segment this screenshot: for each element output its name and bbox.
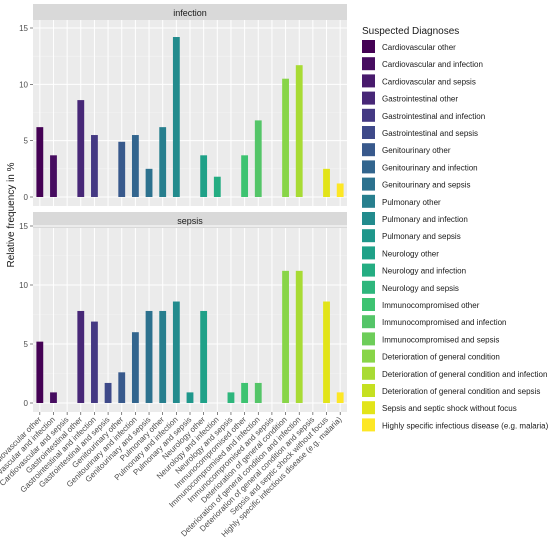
bar-sepsis-9 (145, 310, 153, 403)
bar-sepsis-19 (282, 270, 289, 403)
y-tick-label: 15 (19, 24, 28, 33)
legend-swatch (362, 315, 375, 329)
bar-infection-4 (77, 100, 85, 197)
bar-sepsis-13 (200, 310, 208, 403)
bar-sepsis-6 (104, 382, 112, 403)
bar-infection-16 (241, 155, 249, 197)
legend-swatch (362, 366, 375, 380)
bar-sepsis-16 (241, 382, 249, 403)
legend-swatch (362, 401, 375, 415)
y-tick-label: 10 (19, 80, 28, 89)
legend-label: Highly specific infectious disease (e.g.… (382, 421, 549, 430)
bar-sepsis-4 (77, 310, 85, 403)
legend-swatch (362, 246, 375, 260)
legend-label: Gastrointestinal and infection (382, 112, 485, 121)
bar-infection-9 (145, 168, 153, 197)
y-tick-label: 5 (24, 137, 29, 146)
bar-infection-14 (213, 176, 221, 197)
bar-infection-2 (50, 155, 57, 197)
legend-label: Cardiovascular and infection (382, 60, 483, 69)
bar-infection-7 (118, 141, 126, 197)
legend-label: Pulmonary and sepsis (382, 232, 461, 241)
facet-strip-label: sepsis (177, 216, 203, 226)
bar-sepsis-11 (172, 301, 180, 403)
bar-infection-11 (172, 37, 180, 197)
facet-strip (33, 212, 347, 228)
facet-strip-label: infection (173, 8, 207, 18)
y-tick-label: 0 (24, 193, 29, 202)
bar-sepsis-5 (91, 321, 98, 403)
legend-swatch (362, 177, 375, 191)
bar-sepsis-17 (254, 382, 262, 403)
legend-label: Sepsis and septic shock without focus (382, 404, 517, 413)
legend-label: Deterioration of general condition (382, 353, 500, 362)
facet-strip (33, 4, 347, 20)
bar-infection-19 (282, 78, 289, 197)
legend-swatch (362, 160, 375, 174)
legend-swatch (362, 298, 375, 311)
legend-label: Deterioration of general condition and s… (382, 387, 540, 396)
bar-infection-5 (91, 135, 98, 197)
legend-label: Genitourinary other (382, 146, 451, 155)
legend-title: Suspected Diagnoses (362, 26, 459, 37)
bar-sepsis-23 (336, 392, 344, 403)
legend-swatch (362, 349, 375, 363)
legend-swatch (362, 263, 375, 277)
bar-infection-8 (131, 135, 139, 197)
legend-swatch (362, 74, 375, 88)
bar-infection-10 (159, 127, 167, 197)
legend-swatch (362, 108, 375, 122)
bar-infection-23 (336, 183, 344, 197)
bar-infection-13 (200, 155, 208, 197)
bar-infection-17 (254, 120, 262, 197)
legend-swatch (362, 212, 375, 225)
bar-sepsis-7 (118, 372, 126, 403)
legend-swatch (362, 57, 375, 71)
bar-sepsis-12 (186, 392, 194, 403)
y-tick-label: 10 (19, 281, 28, 290)
legend-swatch (362, 418, 375, 432)
legend-label: Immunocompromised other (382, 301, 480, 310)
legend-swatch (362, 332, 375, 346)
bar-sepsis-22 (323, 301, 330, 403)
legend-label: Neurology and infection (382, 267, 466, 276)
bar-sepsis-8 (131, 332, 139, 403)
bar-infection-22 (323, 168, 330, 197)
bar-sepsis-15 (227, 392, 235, 403)
legend-label: Immunocompromised and sepsis (382, 335, 499, 344)
legend-label: Pulmonary other (382, 198, 441, 207)
legend-label: Gastrointestinal other (382, 95, 458, 104)
legend-swatch (362, 143, 375, 157)
legend-label: Genitourinary and sepsis (382, 181, 471, 190)
legend-label: Cardiovascular and sepsis (382, 77, 476, 86)
y-tick-label: 5 (24, 340, 29, 349)
legend-label: Cardiovascular other (382, 43, 456, 52)
y-tick-label: 15 (19, 222, 28, 231)
legend-swatch (362, 126, 375, 139)
bar-sepsis-10 (159, 310, 167, 403)
legend-label: Pulmonary and infection (382, 215, 468, 224)
legend-swatch (362, 91, 375, 105)
legend-label: Immunocompromised and infection (382, 318, 507, 327)
legend-swatch (362, 384, 375, 397)
legend-label: Gastrointestinal and sepsis (382, 129, 478, 138)
bar-infection-1 (36, 127, 44, 197)
legend-swatch (362, 40, 375, 53)
legend-label: Deterioration of general condition and i… (382, 370, 547, 379)
y-axis-title: Relative frequency in % (6, 162, 17, 267)
bar-infection-20 (295, 65, 303, 198)
legend-swatch (362, 280, 375, 294)
legend-swatch (362, 194, 375, 208)
bar-sepsis-1 (36, 341, 44, 403)
bar-sepsis-20 (295, 270, 303, 403)
legend-label: Neurology and sepsis (382, 284, 459, 293)
legend-label: Genitourinary and infection (382, 163, 478, 172)
legend-label: Neurology other (382, 249, 439, 258)
legend-swatch (362, 229, 375, 243)
bar-sepsis-2 (50, 392, 57, 403)
y-tick-label: 0 (24, 399, 29, 408)
